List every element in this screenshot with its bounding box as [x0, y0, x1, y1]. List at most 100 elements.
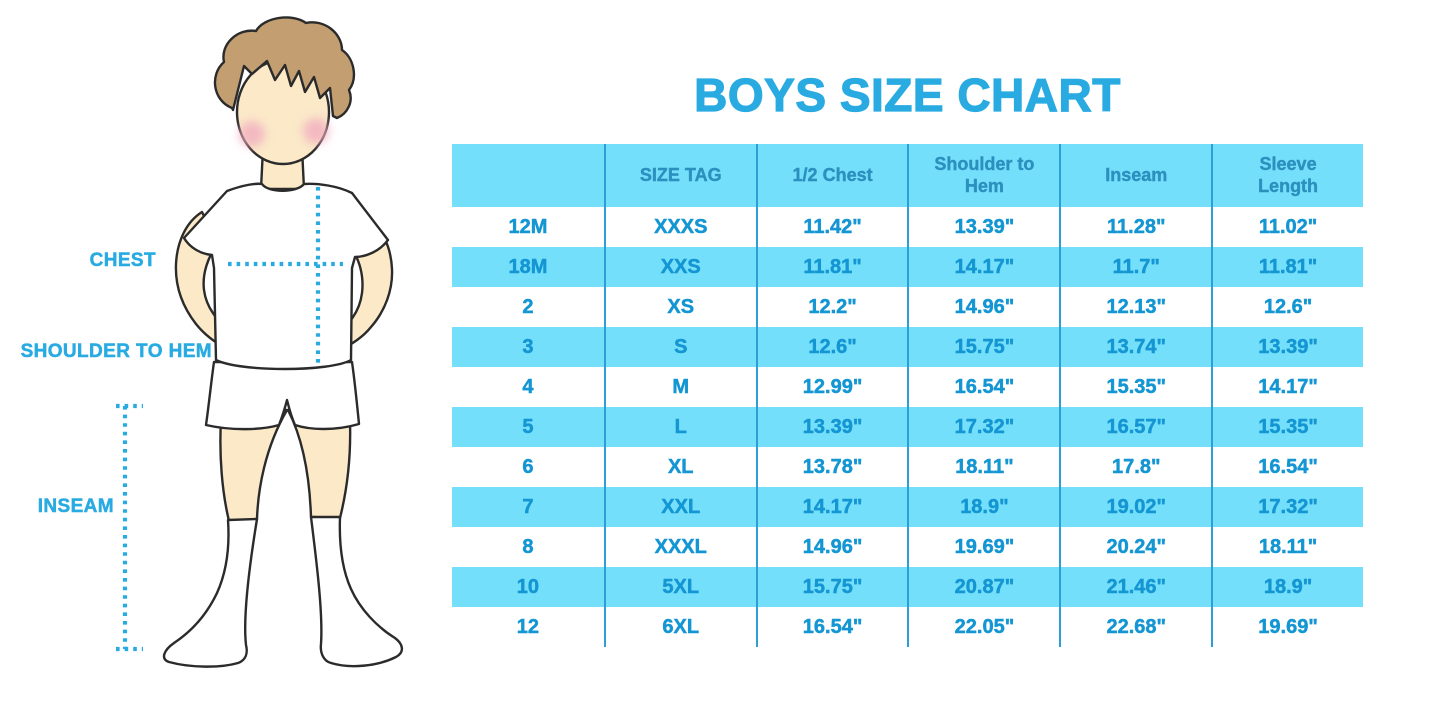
measurement-cell: M: [603, 367, 756, 407]
measurement-cell: 19.69": [1211, 607, 1363, 647]
measurement-cell: 18.11": [907, 447, 1059, 487]
measurement-cell: 12.99": [755, 367, 908, 407]
figure-panel: CHEST SHOULDER TO HEM INSEAM: [0, 0, 452, 723]
measurement-cell: XS: [603, 287, 756, 327]
measurement-cell: S: [603, 327, 756, 367]
inseam-label: INSEAM: [37, 496, 114, 518]
measurement-cell: 21.46": [1059, 567, 1211, 607]
measurement-cell: 13.39": [1211, 327, 1363, 367]
chest-label: CHEST: [89, 250, 156, 272]
boy-shorts: [204, 360, 361, 431]
measurement-cell: 14.96": [755, 527, 908, 567]
size-cell: 5: [522, 415, 534, 438]
shoulder-to-hem-label: SHOULDER TO HEM: [20, 341, 212, 363]
measurement-cell: XXS: [603, 247, 756, 287]
measurement-cell: 13.74": [1059, 327, 1211, 367]
measurement-cell: 14.96": [907, 287, 1059, 327]
table-row: 7 XXL 14.17" 18.9" 19.02" 17.32": [452, 487, 1363, 527]
measurement-cell: 11.81": [1211, 247, 1363, 287]
table-row: 12M XXXS 11.42" 13.39" 11.28" 11.02": [452, 207, 1363, 247]
size-cell: 6: [522, 455, 534, 478]
measurement-cell: 18.9": [1211, 567, 1363, 607]
measurement-cell: 14.17": [907, 247, 1059, 287]
table-row: 8 XXXL 14.96" 19.69" 20.24" 18.11": [452, 527, 1363, 567]
measurement-cell: 15.35": [1211, 407, 1363, 447]
measurement-cell: 11.28": [1059, 207, 1211, 247]
measurement-cell: 12.2": [755, 287, 908, 327]
table-row: 4 M 12.99" 16.54" 15.35" 14.17": [452, 367, 1363, 407]
column-header-sleeve-length: Sleeve Length: [1211, 144, 1363, 207]
measurement-cell: 17.32": [1211, 487, 1363, 527]
measurement-cell: 11.7": [1059, 247, 1211, 287]
size-cell: 3: [522, 335, 534, 358]
measurement-cell: 13.39": [907, 207, 1059, 247]
measurement-cell: 16.54": [907, 367, 1059, 407]
measurement-cell: 13.39": [755, 407, 908, 447]
table-header-row: SIZE TAG 1/2 Chest Shoulder to Hem Insea…: [452, 144, 1363, 207]
table-row: 18M XXS 11.81" 14.17" 11.7" 11.81": [452, 247, 1363, 287]
measurement-cell: 12.6": [1211, 287, 1363, 327]
size-cell: 10: [516, 575, 540, 598]
measurement-cell: XXXS: [603, 207, 756, 247]
size-cell: 12M: [508, 215, 548, 238]
measurement-cell: L: [603, 407, 756, 447]
table-row: 3 S 12.6" 15.75" 13.74" 13.39": [452, 327, 1363, 367]
measurement-cell: 13.78": [755, 447, 908, 487]
size-cell: 12: [516, 615, 540, 638]
measurement-cell: 11.81": [755, 247, 908, 287]
measurement-cell: 20.24": [1059, 527, 1211, 567]
size-table: SIZE TAG 1/2 Chest Shoulder to Hem Insea…: [452, 144, 1363, 647]
boy-illustration: [116, 16, 404, 668]
table-row: 10 5XL 15.75" 20.87" 21.46" 18.9": [452, 567, 1363, 607]
measurement-cell: 20.87": [907, 567, 1059, 607]
measurement-cell: XL: [603, 447, 756, 487]
measurement-cell: 12.6": [755, 327, 908, 367]
measurement-cell: 17.8": [1059, 447, 1211, 487]
measurement-cell: 19.02": [1059, 487, 1211, 527]
measurement-cell: 22.05": [907, 607, 1059, 647]
measurement-cell: 14.17": [755, 487, 908, 527]
measurement-cell: 12.13": [1059, 287, 1211, 327]
measurement-cell: 16.54": [755, 607, 908, 647]
table-row: 5 L 13.39" 17.32" 16.57" 15.35": [452, 407, 1363, 447]
boy-cheek-left: [239, 121, 265, 147]
table-row: 6 XL 13.78" 18.11" 17.8" 16.54": [452, 447, 1363, 487]
measurement-cell: 11.42": [755, 207, 908, 247]
table-row: 12 6XL 16.54" 22.05" 22.68" 19.69": [452, 607, 1363, 647]
size-cell: 4: [522, 375, 534, 398]
measurement-cell: 17.32": [907, 407, 1059, 447]
size-cell: 18M: [508, 255, 548, 278]
measurement-cell: 19.69": [907, 527, 1059, 567]
column-header-half-chest: 1/2 Chest: [755, 144, 908, 207]
table-row: 2 XS 12.2" 14.96" 12.13" 12.6": [452, 287, 1363, 327]
column-header-inseam: Inseam: [1059, 144, 1211, 207]
measurement-cell: 15.35": [1059, 367, 1211, 407]
chart-panel: BOYS SIZE CHART SIZE TAG 1/2 Chest Shoul…: [452, 0, 1363, 723]
size-cell: 2: [522, 295, 534, 318]
column-header-shoulder-to-hem: Shoulder to Hem: [907, 144, 1059, 207]
boy-sock-left: [162, 517, 259, 668]
measurement-cell: 18.11": [1211, 527, 1363, 567]
measurement-cell: 22.68": [1059, 607, 1211, 647]
page-title: BOYS SIZE CHART: [694, 68, 1121, 121]
table-body: 12M XXXS 11.42" 13.39" 11.28" 11.02" 18M XXS 11.…: [452, 207, 1363, 647]
measurement-cell: 16.54": [1211, 447, 1363, 487]
boy-sock-right: [309, 515, 404, 668]
measurement-cell: 11.02": [1211, 207, 1363, 247]
column-header-size: [452, 144, 604, 207]
column-header-size-tag: SIZE TAG: [603, 144, 756, 207]
measurement-cell: 15.75": [907, 327, 1059, 367]
measurement-cell: XXL: [603, 487, 756, 527]
size-cell: 8: [522, 535, 534, 558]
size-cell: 7: [522, 495, 534, 518]
measurement-cell: 16.57": [1059, 407, 1211, 447]
measurement-cell: 15.75": [755, 567, 908, 607]
measurement-cell: 18.9": [907, 487, 1059, 527]
boy-hair: [213, 16, 356, 120]
boy-shirt: [182, 182, 390, 371]
measurement-cell: 5XL: [603, 567, 756, 607]
measurement-cell: 6XL: [603, 607, 756, 647]
measurement-cell: XXXL: [603, 527, 756, 567]
measurement-cell: 14.17": [1211, 367, 1363, 407]
boy-cheek-right: [303, 118, 329, 144]
